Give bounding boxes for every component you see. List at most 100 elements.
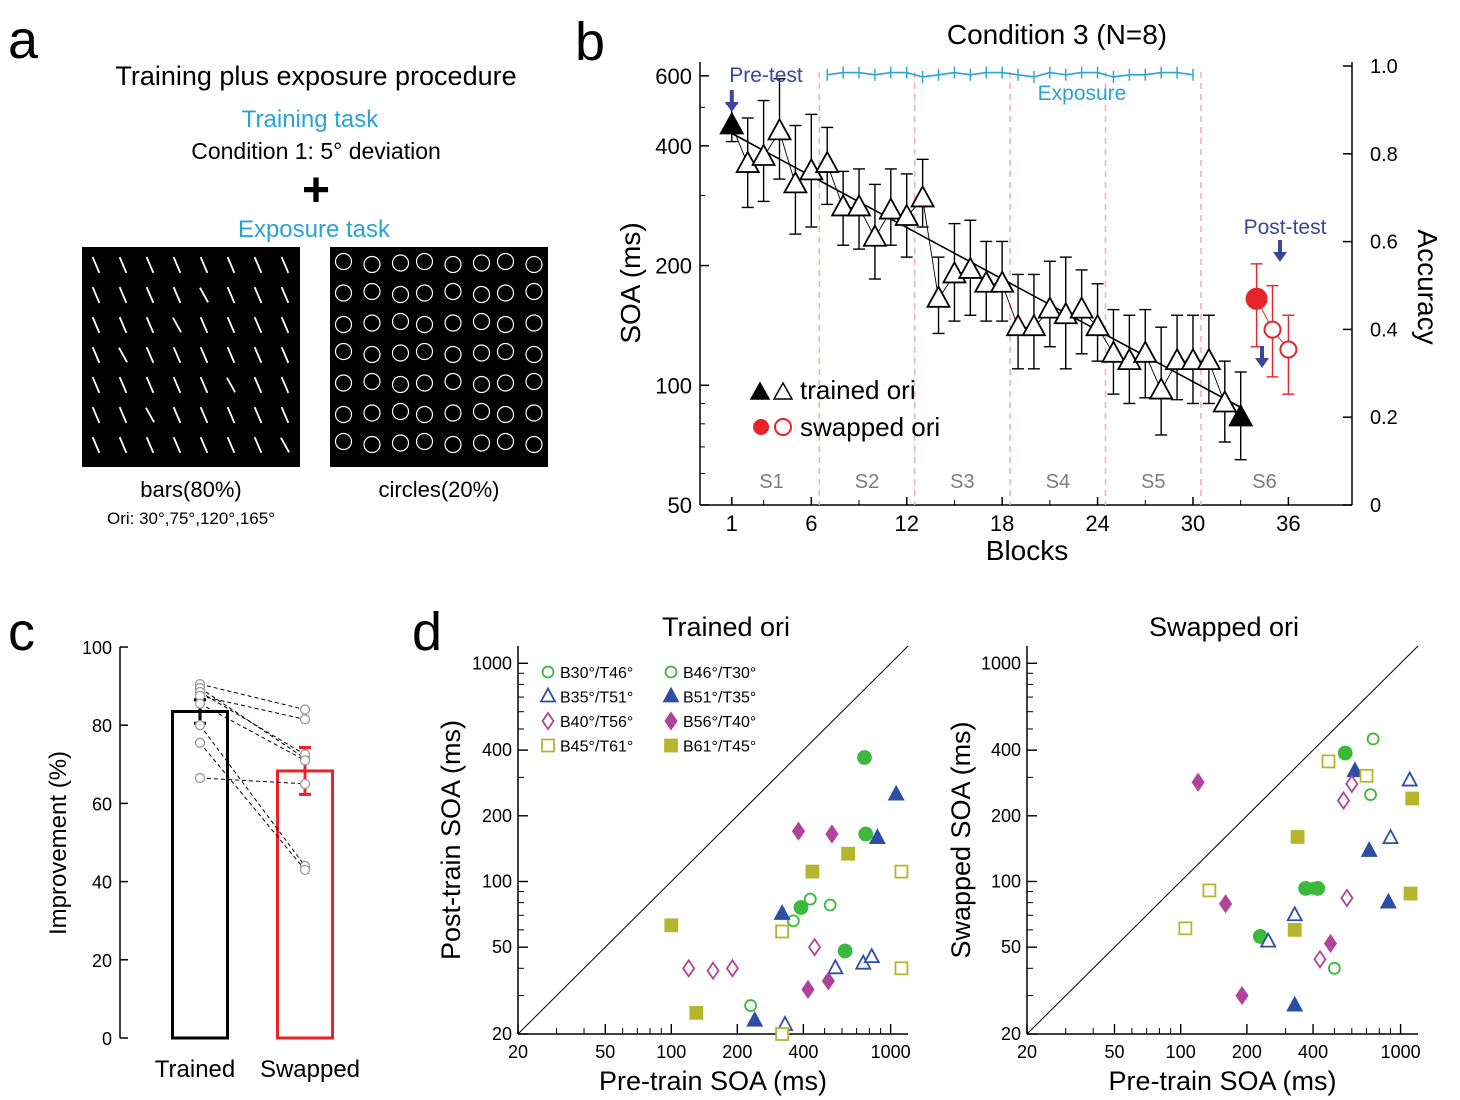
bar-element <box>118 406 128 424</box>
scatter-point <box>1313 949 1327 969</box>
subject-line <box>199 703 306 761</box>
trained-point <box>1212 389 1238 413</box>
legend-trained-filled <box>749 381 771 400</box>
trained-point <box>1228 403 1254 427</box>
condition-label: Condition 1: 5° deviation <box>191 138 441 164</box>
scatter-point <box>706 961 720 981</box>
x-tick-label: 6 <box>805 511 817 536</box>
circle-element <box>363 404 381 422</box>
scatter-point <box>805 864 820 879</box>
x-tick-label: 12 <box>894 511 918 536</box>
scatter-point <box>791 821 806 841</box>
x-tick-label: 18 <box>990 511 1014 536</box>
y-tick-label: 20 <box>92 951 112 971</box>
scatter-point <box>858 826 874 842</box>
exposure-accuracy-line <box>827 71 1194 78</box>
circle-element <box>415 405 434 424</box>
bar-element <box>226 286 236 304</box>
circle-element <box>444 314 462 332</box>
trained-point <box>1021 313 1047 337</box>
y-tick-label: 50 <box>668 493 692 518</box>
y2-tick-label: 0.4 <box>1370 319 1398 341</box>
scatter-point <box>1202 883 1217 898</box>
panel-a-title: Training plus exposure procedure <box>115 61 516 91</box>
bar-element <box>172 436 182 454</box>
circle-element <box>391 312 410 331</box>
scatter-point <box>1359 768 1374 783</box>
scatter-point <box>744 999 758 1012</box>
circle-element <box>444 345 462 364</box>
scatter-point <box>826 958 844 975</box>
unity-line <box>1026 645 1419 1035</box>
legend-marker <box>541 711 555 731</box>
bar-element <box>91 406 101 424</box>
trained-point <box>814 150 840 173</box>
bar-element <box>253 406 263 424</box>
panel-a: a Training plus exposure procedure Train… <box>8 10 548 528</box>
bar-element <box>91 316 101 334</box>
y-tick-label: 20 <box>1001 1024 1021 1044</box>
bar-element <box>118 316 128 334</box>
legend-label: B46°/T30° <box>683 665 756 682</box>
circle-element <box>496 432 515 451</box>
bar-element <box>253 346 263 364</box>
bar-element <box>172 376 182 394</box>
category-label: Swapped <box>260 1056 360 1083</box>
x-axis-label: Blocks <box>986 535 1068 566</box>
circle-element <box>444 282 462 301</box>
circle-element <box>334 284 353 302</box>
bar-trained <box>171 710 229 1040</box>
x-tick-label: 1000 <box>1381 1042 1421 1062</box>
circle-element <box>391 402 410 421</box>
scatter-point <box>689 1005 704 1020</box>
scatter-point <box>841 846 856 861</box>
bar-element <box>226 256 236 274</box>
scatter-point <box>725 958 740 978</box>
trained-point <box>1037 295 1063 319</box>
scatter-point <box>682 958 696 978</box>
scatter-point <box>1379 892 1397 909</box>
x-tick-label: 30 <box>1181 511 1205 536</box>
scatter-point <box>863 947 881 964</box>
legend-marker <box>664 711 678 731</box>
scatter-point <box>1337 745 1353 761</box>
y-tick-label: 400 <box>482 740 512 760</box>
scatter-point <box>1287 922 1302 937</box>
y-tick-label: 1000 <box>472 653 512 673</box>
x-axis-label: Pre-train SOA (ms) <box>1108 1066 1336 1096</box>
x-tick-label: 100 <box>656 1042 686 1062</box>
bar-element <box>118 347 128 363</box>
subject-line <box>199 724 306 867</box>
exposure-label: Exposure <box>1038 82 1127 105</box>
bar-element <box>145 286 155 304</box>
circle-element <box>444 435 462 454</box>
circle-element <box>496 315 515 334</box>
y2-tick-label: 0.2 <box>1370 407 1398 429</box>
circle-element <box>391 344 410 362</box>
session-label: S5 <box>1141 471 1165 493</box>
category-label: Trained <box>155 1056 235 1083</box>
trained-point <box>1100 339 1126 363</box>
circle-element <box>391 285 410 304</box>
legend-label: B61°/T45° <box>683 739 756 756</box>
scatter-point <box>857 750 872 765</box>
exposure-task-label: Exposure task <box>238 216 391 243</box>
circle-element <box>525 282 543 301</box>
scatter-point <box>1340 888 1354 908</box>
posttest-arrow-trained-head <box>1255 358 1269 368</box>
circle-element <box>415 315 434 334</box>
trained-point <box>1085 313 1111 337</box>
posttest-label: Post-test <box>1244 216 1327 239</box>
scatter-point <box>801 979 815 1000</box>
scatter-point <box>1321 754 1336 769</box>
trained-point <box>846 193 872 217</box>
bar-element <box>226 377 236 393</box>
circle-element <box>363 255 381 274</box>
y-tick-label: 100 <box>655 373 692 398</box>
y-tick-label: 200 <box>482 806 512 826</box>
circle-element <box>472 285 491 304</box>
legend-marker <box>541 665 555 679</box>
circle-element <box>525 404 543 422</box>
trained-point <box>1196 347 1222 371</box>
y-tick-label: 200 <box>991 806 1021 826</box>
